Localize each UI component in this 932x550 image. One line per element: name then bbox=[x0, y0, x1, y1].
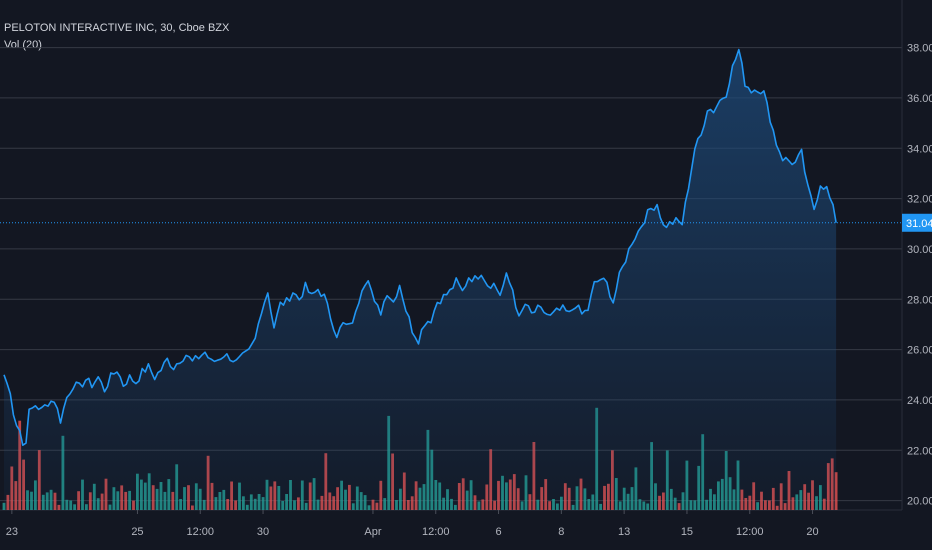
time-tick-label: 30 bbox=[257, 526, 269, 538]
time-tick-label: 20 bbox=[806, 526, 818, 538]
price-axis[interactable]: 20.00 22.00 24.00 26.00 28.00 30.00 32.00 34.00… bbox=[902, 43, 932, 508]
price-tick-label: 36.00 bbox=[907, 93, 932, 105]
price-tick-label: 20.00 bbox=[907, 496, 932, 508]
area-fill bbox=[4, 49, 837, 510]
time-tick-label: 25 bbox=[131, 526, 143, 538]
time-tick-label: Apr bbox=[364, 526, 381, 538]
price-tick-label: 30.00 bbox=[907, 244, 932, 256]
last-price-label: 31.04 bbox=[906, 218, 932, 230]
price-tick-label: 24.00 bbox=[907, 395, 932, 407]
price-area bbox=[3, 48, 837, 510]
time-tick-label: 12:00 bbox=[186, 526, 214, 538]
time-axis[interactable]: 23 25 12:00 30 Apr 12:00 6 8 13 15 12:00 20 bbox=[6, 510, 819, 538]
symbol-title: PELOTON INTERACTIVE INC, 30, Cboe BZX bbox=[4, 22, 230, 34]
volume-bar bbox=[2, 502, 6, 510]
price-tick-label: 34.00 bbox=[907, 143, 932, 155]
time-tick-label: 15 bbox=[681, 526, 693, 538]
price-tick-label: 28.00 bbox=[907, 294, 932, 306]
price-tick-label: 32.00 bbox=[907, 194, 932, 206]
price-tick-label: 22.00 bbox=[907, 445, 932, 457]
time-tick-label: 12:00 bbox=[736, 526, 764, 538]
time-tick-label: 6 bbox=[495, 526, 501, 538]
last-price-badge bbox=[902, 213, 932, 232]
time-tick-label: 8 bbox=[558, 526, 564, 538]
price-tick-label: 26.00 bbox=[907, 345, 932, 357]
price-line bbox=[3, 48, 837, 446]
time-tick-label: 12:00 bbox=[422, 526, 450, 538]
price-tick-label: 38.00 bbox=[907, 43, 932, 55]
time-tick-label: 13 bbox=[618, 526, 630, 538]
time-tick-label: 23 bbox=[6, 526, 18, 538]
